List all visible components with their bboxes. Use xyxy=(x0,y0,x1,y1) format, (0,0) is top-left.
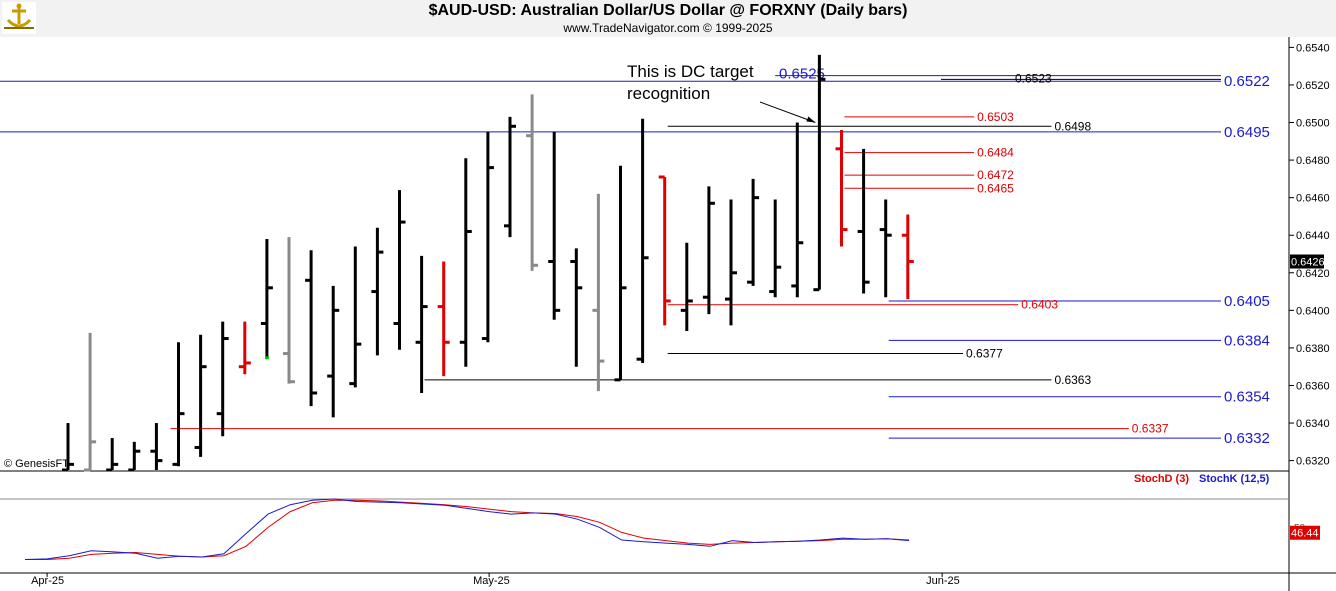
annotation-text: This is DC target xyxy=(627,62,754,81)
level-label: 0.6405 xyxy=(1224,293,1270,310)
level-label: 0.6522 xyxy=(1224,73,1270,90)
price-tick-label: 0.6380 xyxy=(1296,343,1330,355)
price-tick-label: 0.6540 xyxy=(1296,42,1330,54)
level-label: 0.6403 xyxy=(1021,298,1058,312)
level-label: 0.6472 xyxy=(977,168,1014,182)
level-label: 0.6484 xyxy=(977,146,1014,160)
annotation-text: recognition xyxy=(627,84,710,103)
price-tick-label: 0.6480 xyxy=(1296,155,1330,167)
level-label: 0.6354 xyxy=(1224,389,1270,406)
price-tick-label: 0.6320 xyxy=(1296,456,1330,468)
time-tick-label: Apr-25 xyxy=(31,575,64,587)
level-label: 0.6337 xyxy=(1132,422,1169,436)
price-tick-label: 0.6400 xyxy=(1296,305,1330,317)
chart-subtitle: www.TradeNavigator.com © 1999-2025 xyxy=(563,21,773,35)
price-tick-label: 0.6500 xyxy=(1296,118,1330,130)
green-dot-marker xyxy=(265,356,269,360)
level-label: 0.6384 xyxy=(1224,332,1270,349)
level-label: 0.6377 xyxy=(966,347,1003,361)
stochK-legend: StochK (12,5) xyxy=(1199,473,1270,485)
time-tick-label: Jun-25 xyxy=(926,575,960,587)
price-tick-label: 0.6460 xyxy=(1296,193,1330,205)
time-tick-label: May-25 xyxy=(473,575,510,587)
annotation-arrow xyxy=(759,101,816,123)
brand-label: © GenesisFT xyxy=(4,458,69,470)
level-label: 0.6495 xyxy=(1224,124,1270,141)
stochD-line xyxy=(25,499,910,560)
chart-title: $AUD-USD: Australian Dollar/US Dollar @ … xyxy=(428,2,908,19)
price-tick-label: 0.6340 xyxy=(1296,418,1330,430)
price-tick-label: 0.6440 xyxy=(1296,230,1330,242)
price-chart: 0.6540 0.6520 0.6500 0.6480 0.6460 0.6440 0.64… xyxy=(0,37,1336,591)
stochD-legend: StochD (3) xyxy=(1134,473,1189,485)
level-label: 0.6525 xyxy=(779,66,825,83)
price-tick-label: 0.6520 xyxy=(1296,80,1330,92)
last-stoch-badge xyxy=(1290,525,1320,540)
level-label: 0.6332 xyxy=(1224,430,1270,447)
level-label: 0.6523 xyxy=(1015,71,1052,85)
level-label: 0.6503 xyxy=(977,110,1014,124)
annotation-arrowhead xyxy=(806,116,816,123)
last-price-badge xyxy=(1290,254,1324,269)
price-tick-label: 0.6420 xyxy=(1296,268,1330,280)
stochK-line xyxy=(24,498,910,560)
ship-wheel-logo-icon xyxy=(2,2,36,34)
price-tick-label: 0.6360 xyxy=(1296,380,1330,392)
last-price-label: 0.6426 xyxy=(1291,257,1325,269)
level-label: 0.6363 xyxy=(1054,373,1091,387)
chart-header xyxy=(0,0,1336,37)
level-label: 0.6498 xyxy=(1054,119,1091,133)
level-label: 0.6465 xyxy=(977,181,1014,195)
last-stoch-label: 46.44 xyxy=(1291,528,1319,540)
